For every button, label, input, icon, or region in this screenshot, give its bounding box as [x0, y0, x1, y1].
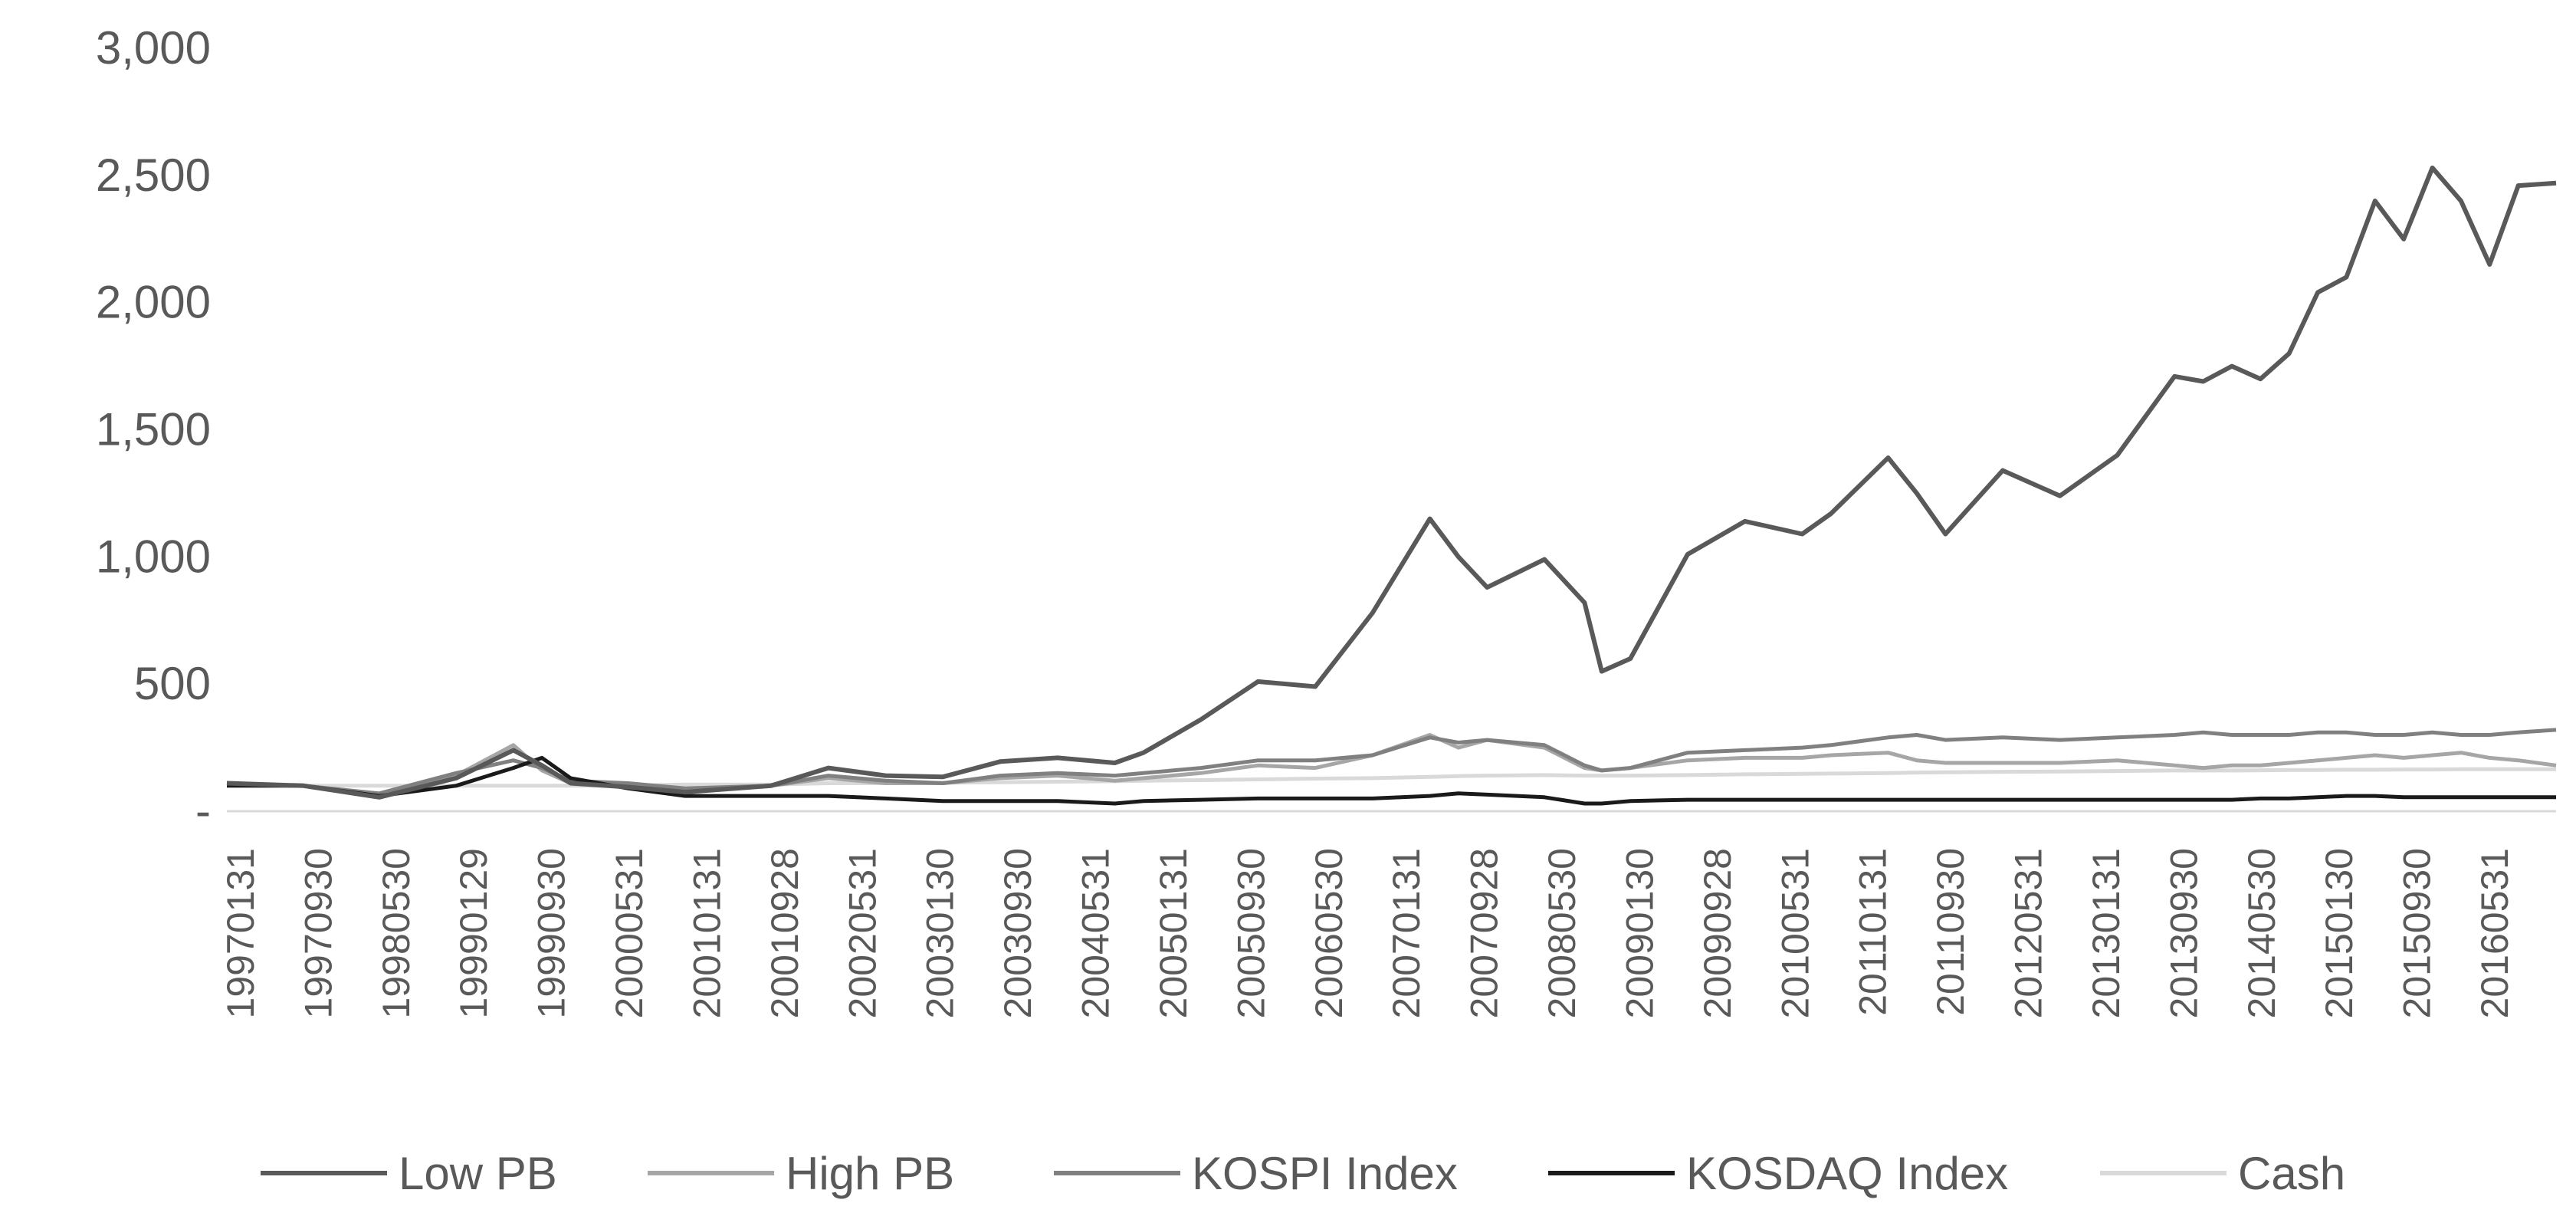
legend-label: KOSPI Index	[1192, 1148, 1458, 1199]
series-lines	[226, 165, 2557, 806]
x-tick-label: 20120531	[2007, 848, 2050, 1018]
legend-label: High PB	[786, 1148, 954, 1199]
y-tick-label: 2,000	[96, 277, 211, 328]
y-tick-label: -	[195, 785, 211, 837]
x-tick-label: 20150130	[2318, 848, 2361, 1018]
legend-item-high-pb: High PB	[648, 1148, 954, 1199]
legend-item-kosdaq-index: KOSDAQ Index	[1548, 1148, 2008, 1199]
x-tick-label: 20040531	[1075, 848, 1117, 1018]
x-tick-label: 20110930	[1929, 848, 1972, 1016]
series-line-cash	[227, 767, 2556, 788]
x-tick-label: 20150930	[2396, 848, 2439, 1018]
x-tick-label: 20130930	[2162, 848, 2205, 1018]
legend-item-kospi-index: KOSPI Index	[1054, 1148, 1458, 1199]
legend-item-cash: Cash	[2100, 1148, 2345, 1199]
y-tick-label: 1,000	[96, 531, 211, 582]
x-tick-label: 20090130	[1618, 848, 1661, 1018]
x-tick-label: 20130131	[2085, 848, 2128, 1018]
x-tick-label: 19990930	[530, 848, 573, 1018]
y-tick-label: 1,500	[96, 404, 211, 455]
x-tick-label: 20020531	[841, 848, 884, 1018]
x-tick-label: 19970930	[297, 848, 340, 1018]
x-axis-tick-labels: 19970131 19970930 19980530 19990129 19990930…	[219, 848, 2516, 1018]
series-line-kosdaq-index	[227, 755, 2556, 806]
series-line-low-pb	[226, 165, 2557, 800]
x-tick-label: 20050131	[1152, 848, 1195, 1018]
legend-label: KOSDAQ Index	[1686, 1148, 2008, 1199]
x-tick-label: 20070131	[1385, 848, 1428, 1018]
x-tick-label: 20030130	[919, 848, 962, 1018]
x-tick-label: 20010131	[686, 848, 729, 1018]
x-tick-label: 20050930	[1229, 848, 1272, 1018]
y-axis-tick-labels: - 500 1,000 1,500 2,000 2,500 3,000	[96, 22, 211, 837]
x-tick-label: 20090928	[1696, 848, 1739, 1018]
y-tick-label: 500	[134, 658, 211, 709]
x-tick-label: 20080530	[1541, 848, 1583, 1018]
legend: Low PB High PB KOSPI Index KOSDAQ Index Cash	[261, 1148, 2345, 1199]
x-tick-label: 20000531	[608, 848, 651, 1018]
legend-item-low-pb: Low PB	[261, 1148, 557, 1199]
x-tick-label: 20110131	[1852, 848, 1895, 1016]
x-tick-label: 20100531	[1774, 848, 1816, 1018]
legend-label: Low PB	[399, 1148, 557, 1199]
legend-label: Cash	[2238, 1148, 2345, 1199]
x-tick-label: 20060530	[1308, 848, 1350, 1018]
x-tick-label: 20160531	[2473, 848, 2516, 1018]
x-tick-label: 19970131	[219, 848, 262, 1018]
y-tick-label: 2,500	[96, 150, 211, 201]
x-tick-label: 20010928	[763, 848, 806, 1018]
x-tick-label: 20140530	[2240, 848, 2283, 1018]
x-tick-label: 19980530	[375, 848, 418, 1018]
x-tick-label: 19990129	[452, 848, 495, 1018]
y-tick-label: 3,000	[96, 22, 211, 74]
x-tick-label: 20030930	[996, 848, 1039, 1018]
x-tick-label: 20070928	[1463, 848, 1506, 1018]
